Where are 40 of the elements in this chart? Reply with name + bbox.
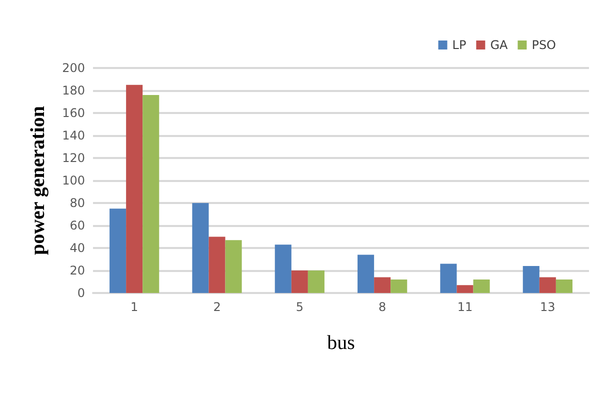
bar [208,236,226,293]
bar [192,203,209,293]
bar [456,285,474,293]
y-tick-label: 120 [62,151,85,165]
y-tick-label: 180 [62,84,85,98]
x-axis-title: bus [327,332,356,354]
bar [225,240,242,293]
y-tick-label: 100 [62,174,85,188]
bar [390,280,408,293]
legend-label: LP [452,38,466,52]
y-tick-label: 20 [70,264,85,278]
y-axis-title: power generation [27,106,49,256]
y-tick-label: 200 [62,61,85,75]
legend-label: PSO [532,38,556,52]
y-tick-label: 160 [62,106,85,120]
x-tick-label: 2 [213,300,221,314]
bar [440,264,457,293]
bar [374,277,391,293]
y-tick-label: 80 [70,196,85,210]
bar [358,254,374,293]
x-tick-label: 5 [296,300,304,314]
x-tick-label: 13 [540,300,556,314]
bar [473,280,490,293]
bar [556,280,572,293]
bar [126,84,143,293]
y-tick-label: 0 [77,286,85,300]
y-tick-label: 140 [62,128,85,142]
bar [142,95,160,293]
bar [308,270,324,293]
bar [274,244,292,293]
bar [539,277,556,293]
legend-label: GA [490,38,508,52]
y-tick-label: 60 [70,218,85,232]
x-tick-label: 11 [457,300,473,314]
bar [110,208,126,293]
x-tick-label: 8 [378,300,386,314]
y-tick-label: 40 [70,241,85,255]
bar [522,266,540,293]
x-tick-label: 1 [130,300,138,314]
bar [291,270,308,293]
